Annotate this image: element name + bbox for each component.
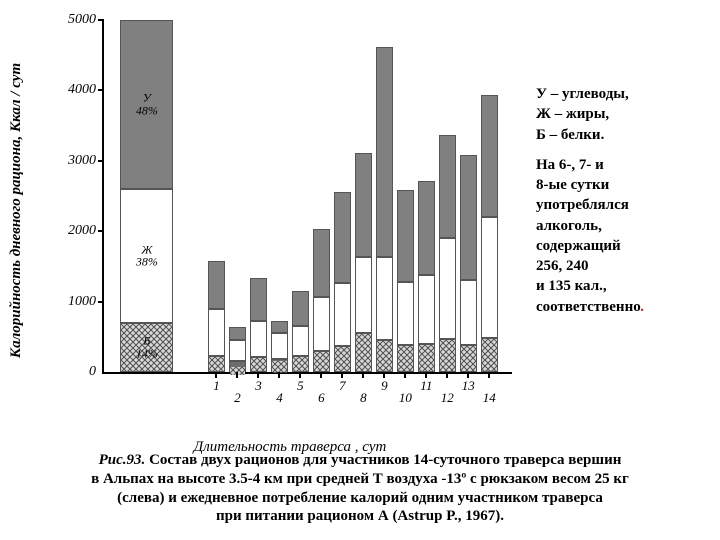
legend-text: У – углеводы, Ж – жиры, Б – белки. На 6-… xyxy=(536,84,706,317)
bar-segment xyxy=(397,345,414,372)
bar-segment xyxy=(313,297,330,351)
x-tick xyxy=(320,372,322,378)
bar-segment xyxy=(460,280,477,345)
x-tick-label: 8 xyxy=(360,390,367,406)
x-tick-label: 7 xyxy=(339,378,346,394)
bar-segment: У48% xyxy=(120,20,173,189)
x-tick xyxy=(488,372,490,378)
bar-segment xyxy=(250,321,267,358)
bar-segment xyxy=(292,291,309,325)
y-tick xyxy=(98,301,104,303)
y-tick-label: 4000 xyxy=(60,82,96,98)
bar-segment xyxy=(355,333,372,372)
x-tick-label: 5 xyxy=(297,378,304,394)
bar-annotation: У48% xyxy=(121,92,172,117)
bar-segment xyxy=(418,344,435,372)
x-tick-label: 12 xyxy=(441,390,454,406)
bar-segment xyxy=(313,351,330,372)
bar-segment xyxy=(334,192,351,283)
y-tick xyxy=(98,19,104,21)
figure-label: Рис.93. xyxy=(99,452,146,468)
bar-segment xyxy=(229,340,246,361)
bar-segment xyxy=(376,257,393,341)
x-tick-label: 4 xyxy=(276,390,283,406)
bar-segment xyxy=(418,275,435,344)
bar-segment xyxy=(229,361,246,372)
legend-line: У – углеводы, xyxy=(536,84,706,104)
bar-segment xyxy=(334,346,351,372)
x-tick-label: 1 xyxy=(213,378,220,394)
x-tick-label: 14 xyxy=(483,390,496,406)
bar-segment xyxy=(481,217,498,338)
bar-segment xyxy=(208,309,225,355)
bar-annotation: Ж38% xyxy=(121,243,172,268)
x-tick-label: 11 xyxy=(420,378,432,394)
bar-segment: Б14% xyxy=(120,323,173,372)
x-tick-label: 3 xyxy=(255,378,262,394)
bar-segment xyxy=(313,229,330,297)
x-tick-label: 10 xyxy=(399,390,412,406)
bar-segment xyxy=(397,190,414,282)
bar-segment xyxy=(271,333,288,358)
bar-segment xyxy=(292,356,309,372)
x-tick-label: 9 xyxy=(381,378,388,394)
bar-segment xyxy=(481,338,498,372)
bar-segment xyxy=(355,257,372,332)
bar-segment xyxy=(229,327,246,340)
bar-segment xyxy=(439,339,456,372)
y-tick-label: 1000 xyxy=(60,294,96,310)
bar-segment xyxy=(418,181,435,275)
bar-segment xyxy=(397,282,414,345)
x-tick xyxy=(236,372,238,378)
legend-line: Ж – жиры, xyxy=(536,104,706,124)
x-tick xyxy=(404,372,406,378)
bar-annotation: Б14% xyxy=(121,335,172,360)
chart-area: Калорийность дневного рациона, Ккал / су… xyxy=(60,10,520,410)
legend-line: Б – белки. xyxy=(536,125,706,145)
y-tick-label: 3000 xyxy=(60,153,96,169)
bar-segment xyxy=(460,345,477,372)
bar-segment xyxy=(208,356,225,372)
bar-segment xyxy=(481,95,498,217)
bar-segment xyxy=(292,326,309,356)
x-tick-label: 13 xyxy=(462,378,475,394)
y-tick xyxy=(98,160,104,162)
x-tick xyxy=(278,372,280,378)
bar-segment xyxy=(355,153,372,257)
y-tick xyxy=(98,230,104,232)
plot-area: 010002000300040005000Б14%Ж38%У48%1234567… xyxy=(102,20,512,374)
bar-segment xyxy=(376,340,393,372)
bar-segment xyxy=(208,261,225,310)
bar-segment xyxy=(376,47,393,257)
bar-segment xyxy=(439,135,456,238)
x-tick xyxy=(446,372,448,378)
y-tick xyxy=(98,89,104,91)
bar-segment xyxy=(460,155,477,280)
y-tick-label: 2000 xyxy=(60,223,96,239)
x-tick-label: 6 xyxy=(318,390,325,406)
y-tick-label: 5000 xyxy=(60,12,96,28)
bar-segment xyxy=(250,278,267,320)
bar-segment xyxy=(271,321,288,334)
y-tick-label: 0 xyxy=(60,364,96,380)
bar-segment xyxy=(250,357,267,372)
caption: Рис.93. Состав двух рационов для участни… xyxy=(40,451,680,526)
x-tick-label: 2 xyxy=(234,390,241,406)
legend-note: На 6-, 7- и 8-ые сутки употреблялся алко… xyxy=(536,155,706,317)
y-axis-label: Калорийность дневного рациона, Ккал / су… xyxy=(2,10,32,410)
bar-segment xyxy=(271,359,288,372)
bar-segment: Ж38% xyxy=(120,189,173,323)
bar-segment xyxy=(334,283,351,346)
bar-segment xyxy=(439,238,456,339)
x-tick xyxy=(362,372,364,378)
